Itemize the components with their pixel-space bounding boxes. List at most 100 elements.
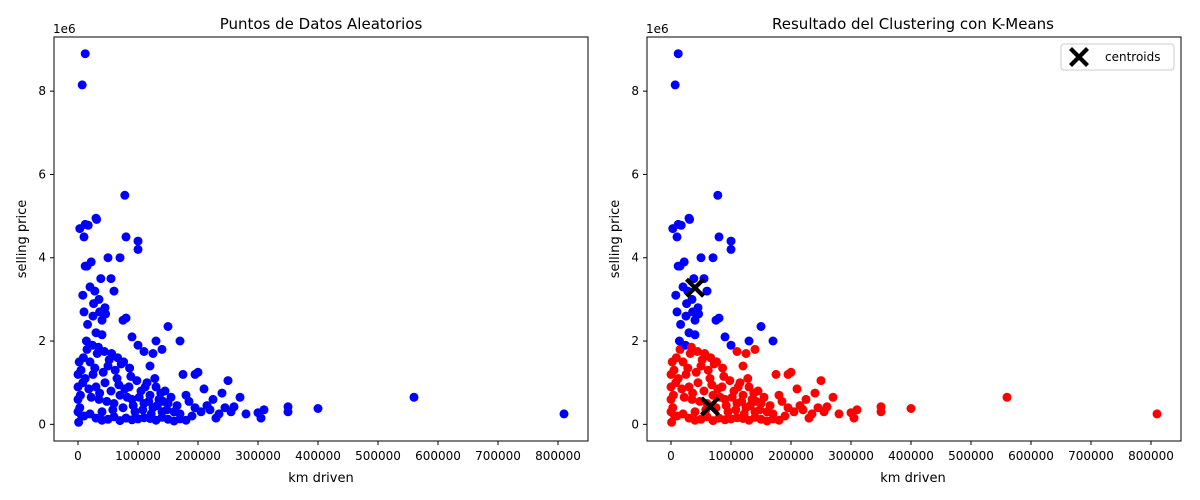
data-point (162, 405, 172, 415)
data-point (184, 396, 194, 406)
cluster-high-point (681, 311, 691, 321)
cluster-low-point (741, 349, 751, 358)
data-point (199, 384, 209, 394)
data-point (259, 405, 269, 415)
cluster-high-point (694, 309, 704, 319)
data-point (256, 413, 266, 423)
x-axis-label: km driven (880, 471, 945, 486)
scatter-points (666, 49, 1162, 427)
data-point (241, 409, 251, 419)
data-point (283, 407, 293, 417)
data-point (115, 390, 125, 400)
cluster-low-point (666, 369, 676, 379)
data-point (226, 407, 236, 417)
data-point (120, 384, 130, 394)
data-point (202, 401, 212, 411)
data-point (79, 307, 89, 317)
data-point (144, 396, 154, 406)
cluster-low-point (834, 409, 844, 419)
data-point (86, 392, 96, 402)
data-point (151, 336, 161, 346)
cluster-low-point (667, 417, 677, 427)
x-tick-label: 500000 (948, 449, 994, 463)
x-tick-label: 800000 (1128, 449, 1174, 463)
plot-frame (646, 36, 1182, 442)
cluster-low-point (699, 386, 709, 396)
x-tick-label: 100000 (708, 449, 754, 463)
chart-title: Resultado del Clustering con K-Means (772, 15, 1054, 33)
cluster-low-point (750, 344, 760, 354)
cluster-low-point (679, 392, 689, 402)
data-point (100, 378, 110, 388)
data-point (88, 311, 98, 321)
data-point (77, 80, 87, 90)
data-point (140, 382, 150, 392)
data-point (190, 369, 200, 379)
y-tick-label: 2 (631, 334, 639, 348)
x-tick-label: 700000 (1068, 449, 1114, 463)
x-axis-label: km driven (288, 471, 353, 486)
data-point (157, 344, 167, 354)
cluster-low-point (1152, 409, 1162, 419)
data-point (166, 392, 176, 402)
data-point (97, 330, 107, 340)
cluster-low-point (819, 407, 829, 417)
y-tick-label: 8 (38, 84, 46, 98)
y-axis-label: selling price (608, 200, 623, 279)
y-axis-ticks: 0 2 4 6 8 (631, 84, 647, 431)
data-point (133, 244, 143, 254)
cluster-low-point (666, 407, 676, 417)
data-point (80, 49, 90, 59)
cluster-low-point (678, 357, 688, 367)
data-point (121, 232, 131, 242)
data-point (106, 386, 116, 396)
data-point (109, 286, 119, 296)
cluster-high-point (768, 336, 778, 346)
data-point (145, 361, 155, 371)
x-tick-label: 300000 (828, 449, 874, 463)
cluster-low-point (718, 363, 728, 373)
cluster-low-point (733, 382, 743, 392)
data-point (235, 392, 245, 402)
data-point (97, 407, 107, 417)
y-tick-label: 4 (631, 251, 639, 265)
data-point (217, 388, 227, 398)
cluster-low-point (738, 361, 748, 371)
cluster-low-point (708, 390, 718, 400)
cluster-low-point (725, 376, 735, 386)
data-point (99, 347, 109, 356)
cluster-high-point (673, 49, 683, 59)
cluster-low-point (751, 396, 761, 406)
data-point (134, 392, 144, 402)
data-point (84, 384, 94, 394)
cluster-high-point (672, 232, 682, 242)
data-point (128, 401, 138, 411)
data-point (101, 309, 111, 319)
cluster-low-point (1002, 392, 1012, 402)
y-tick-label: 8 (631, 84, 639, 98)
data-point (156, 388, 166, 398)
cluster-low-point (666, 394, 676, 404)
cluster-high-point (670, 80, 680, 90)
data-point (95, 388, 105, 398)
legend-box (1060, 43, 1175, 71)
data-point (125, 363, 135, 373)
data-point (110, 365, 120, 375)
x-tick-label: 400000 (295, 449, 341, 463)
centroid-marker (700, 396, 720, 417)
cluster-low-point (783, 369, 793, 379)
data-point (89, 299, 99, 309)
data-point (118, 403, 128, 413)
cluster-low-point (673, 374, 683, 383)
data-point (120, 190, 130, 200)
cluster-high-point (714, 232, 724, 242)
data-point (132, 376, 142, 386)
centroid-marker (685, 277, 705, 298)
cluster-low-point (828, 392, 838, 402)
y-axis-label: selling price (15, 200, 30, 279)
data-point (73, 369, 83, 379)
data-point (133, 236, 143, 246)
data-point (138, 405, 148, 415)
data-point (119, 357, 129, 367)
data-point (175, 336, 185, 346)
